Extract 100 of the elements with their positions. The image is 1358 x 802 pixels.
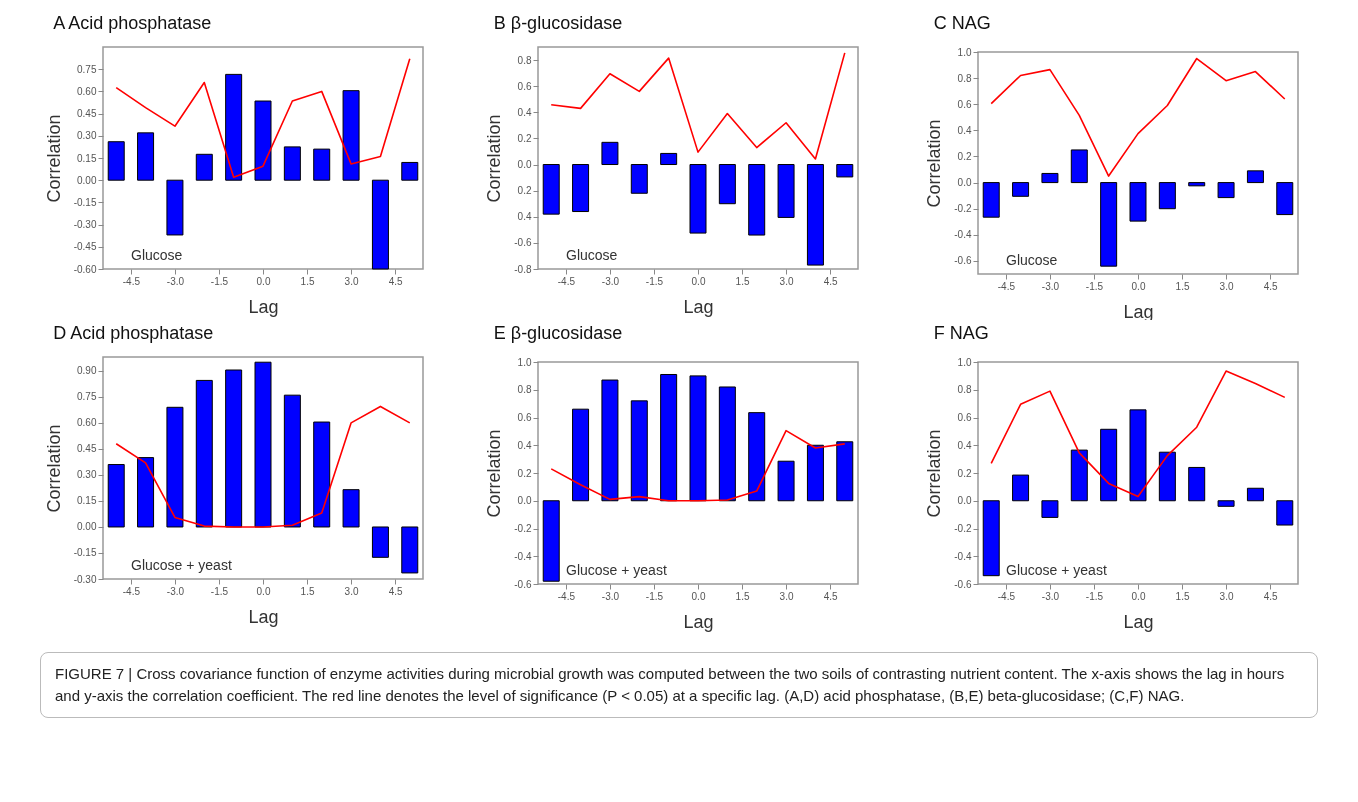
x-tick-label: 1.5	[300, 275, 315, 287]
bar	[718, 164, 736, 205]
bar	[777, 460, 795, 502]
x-tick-label: -4.5	[557, 275, 576, 287]
x-tick-label: -3.0	[601, 275, 620, 287]
y-tick-label: -0.4	[514, 550, 532, 562]
line-series	[990, 57, 1286, 177]
y-axis-title: Correlation	[484, 429, 505, 518]
x-tick-label: 3.0	[1219, 280, 1234, 292]
y-tick-label: 0.2	[517, 132, 532, 144]
y-tick-label: -0.6	[954, 255, 972, 267]
y-tick-label: 0.4	[957, 439, 972, 451]
x-tick-label: 3.0	[779, 590, 794, 602]
y-tick-label: -0.15	[73, 196, 97, 208]
bar	[660, 152, 678, 166]
y-tick-label: 0.2	[957, 467, 972, 479]
y-tick-label: 0.30	[77, 130, 97, 142]
x-axis-title: Lag	[683, 296, 714, 317]
x-tick-label: -4.5	[997, 280, 1016, 292]
bar	[630, 164, 648, 194]
y-tick-label: 0.4	[517, 439, 532, 451]
x-tick-label: -3.0	[601, 590, 620, 602]
bar	[1188, 182, 1206, 187]
x-tick-label: -1.5	[645, 590, 664, 602]
bar	[225, 369, 243, 528]
line-series	[115, 58, 411, 179]
x-tick-label: -1.5	[210, 585, 229, 597]
bar	[542, 500, 560, 582]
bar	[254, 361, 272, 528]
y-tick-label: -0.60	[73, 263, 97, 275]
chart-title: F NAG	[933, 323, 989, 343]
y-tick-label: 0.4	[517, 106, 532, 118]
annotation: Glucose	[566, 247, 618, 263]
x-tick-label: -4.5	[557, 590, 576, 602]
x-tick-label: 4.5	[823, 275, 838, 287]
bar	[660, 373, 678, 502]
y-tick-label: 0.00	[77, 174, 97, 186]
y-tick-label: 1.0	[517, 356, 532, 368]
bar	[777, 164, 795, 218]
bar	[689, 375, 707, 502]
y-tick-label: -0.45	[73, 241, 97, 253]
chart-title: D Acid phosphatase	[53, 323, 214, 343]
x-tick-label: 3.0	[1219, 590, 1234, 602]
y-tick-label: 1.0	[957, 356, 972, 368]
bar	[982, 182, 1000, 218]
y-tick-label: -0.15	[73, 547, 97, 559]
bar	[1129, 409, 1147, 502]
y-tick-label: 0.60	[77, 85, 97, 97]
y-tick-label: 0.75	[77, 391, 97, 403]
bar	[225, 73, 243, 181]
bar	[107, 141, 125, 181]
bar	[1276, 500, 1294, 526]
y-tick-label: -0.4	[954, 229, 972, 241]
y-tick-label: 0.6	[517, 80, 532, 92]
y-tick-label: 0.6	[957, 98, 972, 110]
y-tick-label: 0.0	[957, 177, 972, 189]
y-axis-title: Correlation	[924, 119, 945, 208]
x-tick-label: 0.0	[691, 590, 706, 602]
x-tick-label: 4.5	[388, 275, 403, 287]
x-tick-label: 4.5	[823, 590, 838, 602]
bar	[572, 164, 590, 213]
x-axis-title: Lag	[1123, 611, 1154, 632]
annotation: Glucose + yeast	[566, 562, 667, 578]
x-tick-label: 3.0	[344, 585, 359, 597]
y-tick-label: 0.45	[77, 443, 97, 455]
x-tick-label: -1.5	[1085, 280, 1104, 292]
bar	[166, 179, 184, 236]
line-series	[990, 370, 1286, 498]
y-axis-title: Correlation	[43, 424, 64, 513]
bar	[166, 406, 184, 528]
x-axis-title: Lag	[248, 296, 279, 317]
x-tick-label: 0.0	[256, 585, 271, 597]
y-tick-label: 1.0	[957, 46, 972, 58]
y-tick-label: 0.15	[77, 495, 97, 507]
bar	[137, 457, 155, 528]
bar	[401, 161, 419, 181]
y-tick-label: 0.4	[957, 124, 972, 136]
y-tick-label: 0.15	[77, 152, 97, 164]
y-tick-label: 0.45	[77, 108, 97, 120]
annotation: Glucose + yeast	[131, 557, 232, 573]
x-axis-title: Lag	[248, 606, 279, 627]
y-tick-label: -0.2	[514, 523, 532, 534]
x-tick-label: 3.0	[344, 275, 359, 287]
bar	[107, 464, 125, 528]
bar	[1158, 451, 1176, 502]
y-tick-label: 0.8	[957, 72, 972, 84]
bar	[630, 400, 648, 502]
bar	[283, 394, 301, 528]
bar	[982, 500, 1000, 577]
bar	[137, 132, 155, 181]
x-tick-label: -1.5	[645, 275, 664, 287]
bar	[342, 489, 360, 528]
y-axis-title: Correlation	[484, 114, 505, 203]
bar	[1100, 182, 1118, 267]
bar	[718, 386, 736, 502]
caption: FIGURE 7 | Cross covariance function of enzyme activities during microbial growth was computed between the two soils of contrasting nutrient content. The x-axis shows the lag in hours and y-axis the correlation coefficient. The red line denotes the level of significance (P < 0.05) at a specific lag. (A,D) acid phosphatase, (B,E) beta-glucosidase; (C,F) NAG.	[55, 664, 1286, 706]
y-tick-label: 0.00	[77, 521, 97, 533]
bar	[748, 164, 766, 236]
bar	[1012, 474, 1030, 502]
y-tick-label: -0.6	[954, 578, 972, 590]
